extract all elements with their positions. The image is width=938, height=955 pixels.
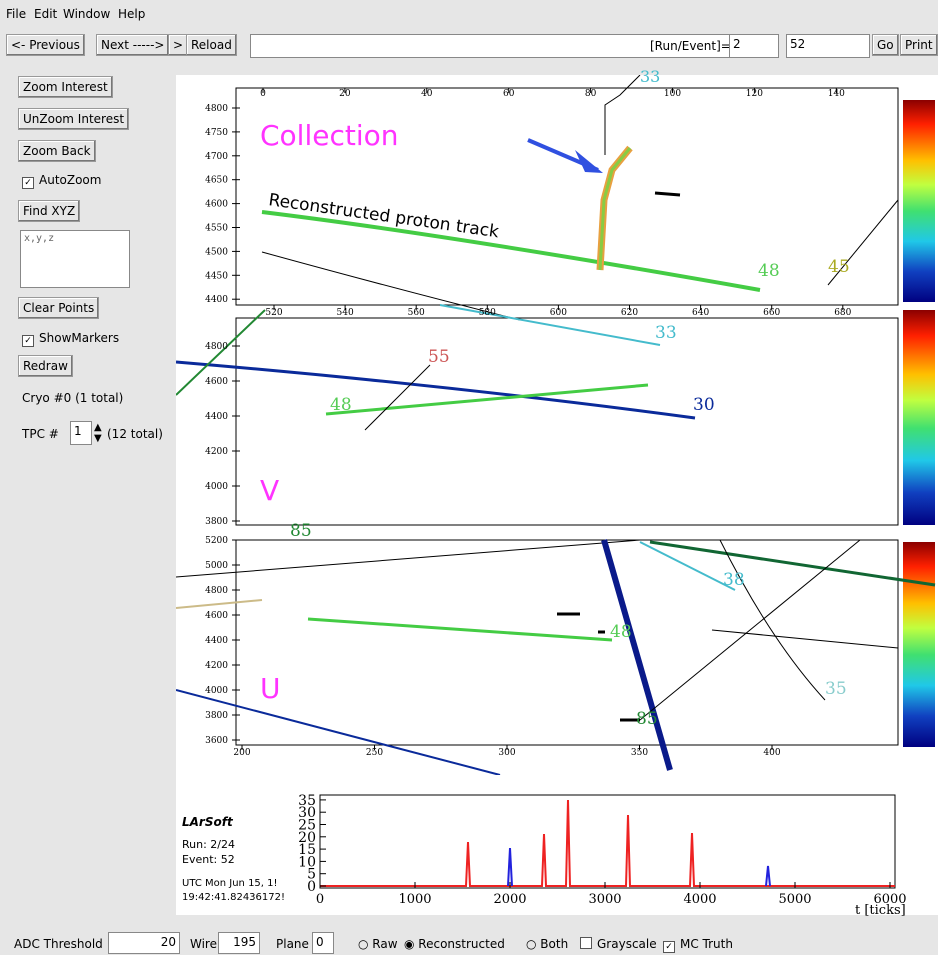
canvas: Collection Reconstructed proton track 33… [0,0,938,955]
plane-field[interactable]: 0 [312,932,334,954]
tick-label: 4550 [205,224,228,234]
tick-label: 4000 [205,686,228,696]
tick-label: 520 [265,308,282,318]
tick-label: 3600 [205,736,228,746]
grayscale-checkbox[interactable]: Grayscale [580,937,657,951]
wire-field[interactable]: 195 [218,932,260,954]
tick-label: 3800 [205,517,228,527]
tick-label: 4400 [205,636,228,646]
track-label: 33 [655,323,677,343]
tick-label: 4000 [683,892,716,907]
tick-label: 4500 [205,247,228,257]
reconstructed-radio[interactable]: ◉ Reconstructed [404,937,505,951]
tick-label: 540 [337,308,354,318]
tick-label: 4800 [205,104,228,114]
tick-label: 40 [421,89,433,99]
utc-info: UTC Mon Jun 15, 1! [182,878,278,889]
view-label: V [260,474,279,507]
tick-label: 5000 [778,892,811,907]
run-info: Run: 2/24 [182,838,235,851]
track-label: 33 [640,67,660,86]
wire-label: Wire [190,937,217,951]
tick-label: 1000 [398,892,431,907]
tick-label: 660 [763,308,780,318]
waveform-background [176,775,938,915]
tick-label: 250 [366,748,383,758]
color-scale [903,310,935,525]
radio-label: Reconstructed [418,937,505,951]
tick-label: 680 [834,308,851,318]
tick-label: 2000 [493,892,526,907]
tick-label: 4700 [205,152,228,162]
tick-label: 200 [233,748,250,758]
color-scale [903,542,935,747]
tick-label: 4600 [205,611,228,621]
tick-label: 0 [260,89,266,99]
tick-label: 4200 [205,447,228,457]
tick-label: 4400 [205,412,228,422]
track-label: 48 [610,622,632,642]
tick-label: 5000 [205,561,228,571]
both-radio[interactable]: ○ Both [526,937,568,951]
hits [655,193,680,195]
tick-label: 3000 [588,892,621,907]
raw-radio[interactable]: ○ Raw [358,937,398,951]
tick-label: 560 [408,308,425,318]
adc-field[interactable]: 20 [108,932,180,954]
track-label: 38 [723,570,745,590]
color-scale [903,100,935,302]
tick-label: 60 [503,89,515,99]
tick-label: 620 [621,308,638,318]
track-label: 45 [828,257,850,277]
tick-label: 120 [746,89,763,99]
track-label: 85 [290,521,312,541]
time-info: 19:42:41.82436172! [182,892,285,903]
tick-label: 4600 [205,377,228,387]
track-label: 48 [758,261,780,281]
mc-truth-checkbox[interactable]: ✓MC Truth [663,937,733,953]
tick-label: 4650 [205,176,228,186]
view-label: U [260,672,281,705]
track-label: 30 [693,395,715,415]
tick-label: 4400 [205,295,228,305]
tick-label: 600 [550,308,567,318]
tick-label: 640 [692,308,709,318]
tick-label: 4800 [205,586,228,596]
track-label: 85 [636,709,658,729]
tick-label: 4600 [205,200,228,210]
checkbox-label: Grayscale [597,937,657,951]
waveform-title: LArSoft [182,815,234,829]
track-label: 35 [825,679,847,699]
track-label: 55 [428,347,450,367]
tick-label: 100 [664,89,681,99]
tick-label: 400 [763,748,780,758]
tick-label: 4450 [205,271,228,281]
tick-label: 300 [498,748,515,758]
tick-label: 4750 [205,128,228,138]
tick-label: 0 [316,892,324,907]
adc-label: ADC Threshold [14,937,103,951]
tick-label: 350 [631,748,648,758]
tick-label: 4200 [205,661,228,671]
plane-label: Plane [276,937,309,951]
tick-label: 4000 [205,482,228,492]
tick-label: 140 [828,89,845,99]
tick-label: 580 [479,308,496,318]
radio-label: Both [540,937,568,951]
track-label: 48 [330,395,352,415]
tick-label: 4800 [205,342,228,352]
tick-label: 5200 [205,536,228,546]
radio-label: Raw [372,937,397,951]
event-info: Event: 52 [182,853,235,866]
tick-label: 6000 [873,892,906,907]
checkbox-label: MC Truth [680,937,733,951]
canvas-background [176,75,938,775]
tick-label: 3800 [205,711,228,721]
view-label: Collection [260,119,399,152]
tick-label: 35 [298,793,316,809]
event-display: File Edit Window Help <- Previous Next -… [0,0,938,955]
tick-label: 80 [585,89,597,99]
tick-label: 20 [339,89,351,99]
